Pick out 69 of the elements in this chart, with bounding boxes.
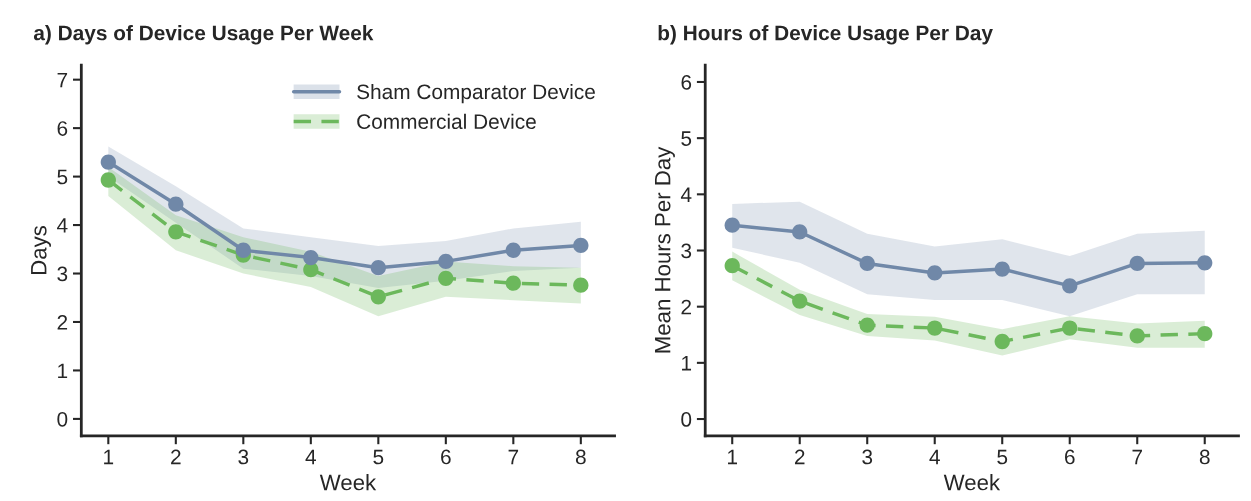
point [235,242,251,258]
point [1197,326,1213,342]
point [724,217,740,233]
point [438,270,454,287]
y-tick-label: 2 [681,299,691,315]
y-tick-label: 0 [57,411,68,427]
x-tick-label: 6 [441,449,451,465]
point [573,237,589,254]
point [168,224,184,240]
x-tick-label: 6 [1065,449,1075,465]
y-tick-label: 4 [680,187,692,202]
point [927,320,943,336]
point [505,275,521,291]
point [724,258,740,274]
point [859,255,875,272]
point [438,253,454,270]
y-tick-label: 4 [57,218,68,233]
point [370,260,386,276]
x-tick-label: 2 [794,449,805,465]
y-axis-title: Days [31,225,51,274]
x-tick-label: 8 [575,449,586,465]
point [1129,328,1145,344]
x-axis-title: Week [319,474,377,491]
point [303,249,319,266]
point [1197,255,1213,271]
point [1062,278,1078,294]
x-tick-label: 7 [508,449,519,465]
x-tick-label: 3 [862,449,873,465]
point [1129,255,1145,272]
x-tick-label: 4 [305,449,316,465]
point [168,196,184,212]
point [1062,320,1078,336]
point [100,154,116,170]
point [505,242,521,258]
point [573,277,589,293]
y-tick-label: 0 [681,412,692,427]
x-tick-label: 5 [373,449,384,465]
chart-title: b) Hours of Device Usage Per Day [658,25,993,45]
x-tick-label: 1 [104,449,114,465]
x-tick-label: 1 [728,449,738,465]
legend-label: Sham Comparator Device [357,83,595,104]
point [994,261,1010,277]
y-tick-label: 6 [681,74,692,90]
x-tick-label: 2 [171,449,181,465]
chart-title: a) Days of Device Usage Per Week [33,25,374,45]
y-tick-label: 5 [57,169,68,185]
x-tick-label: 7 [1132,449,1142,465]
point [927,265,943,281]
legend-label: Commercial Device [357,113,536,130]
point [100,172,116,188]
y-tick-label: 1 [58,363,68,378]
point [792,224,808,240]
x-tick-label: 4 [929,449,940,465]
point [792,293,808,309]
x-axis-title: Week [943,474,1001,491]
y-tick-label: 5 [681,131,692,146]
y-tick-label: 6 [57,121,68,136]
y-tick-label: 3 [57,266,68,282]
x-tick-label: 8 [1199,449,1210,465]
point [859,317,875,333]
y-tick-label: 7 [57,72,68,88]
y-tick-label: 2 [57,314,68,330]
point [370,289,386,305]
y-tick-label: 3 [681,243,692,259]
point [994,333,1010,350]
y-tick-label: 1 [682,356,692,371]
y-axis-title: Mean Hours Per Day [655,146,675,353]
x-tick-label: 3 [238,449,249,465]
x-tick-label: 5 [997,449,1008,465]
